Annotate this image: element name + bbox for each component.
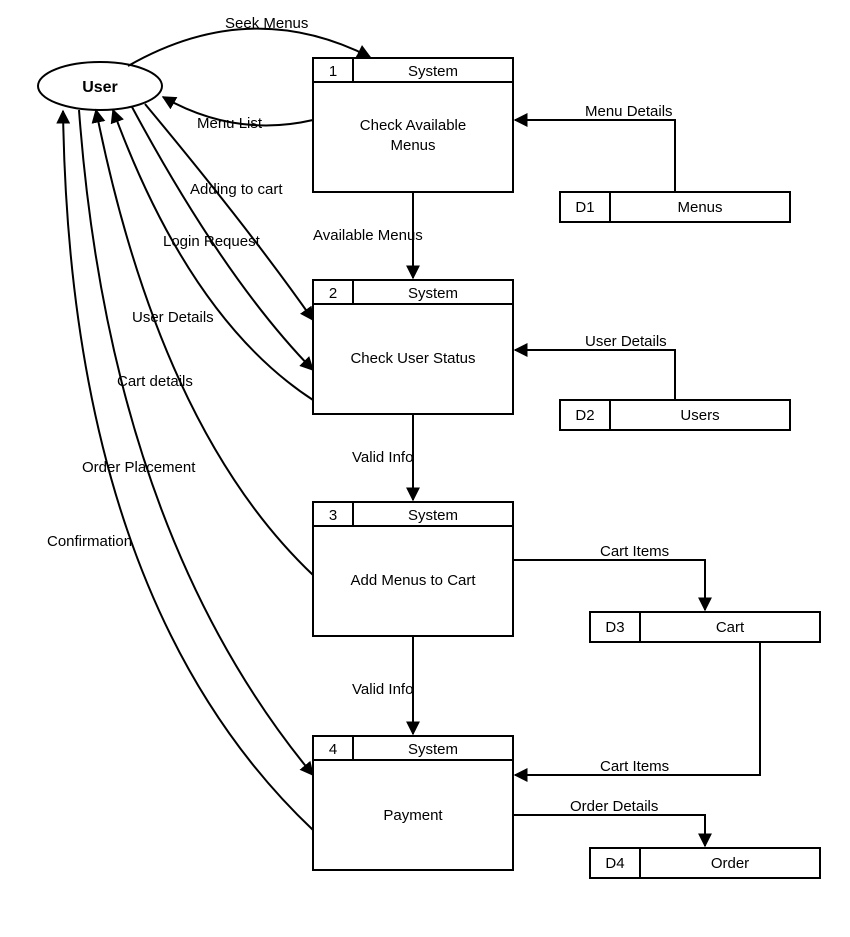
process-3-system: System [408,507,458,524]
process-4-num: 4 [329,741,337,758]
entity-user-label: User [82,79,118,96]
dfd-diagram: User 1 System Check Available Menus 2 Sy… [0,0,850,937]
datastore-d2-label: Users [680,407,719,424]
datastore-d2-code: D2 [575,407,594,424]
flow-valid-info-2-label: Valid Info [352,681,413,698]
process-3: 3 System Add Menus to Cart [313,502,513,636]
datastore-d2: D2 Users [560,400,790,430]
process-1: 1 System Check Available Menus [313,58,513,192]
process-2-num: 2 [329,285,337,302]
flow-cart-items-in [515,642,760,775]
process-2-label: Check User Status [350,350,475,367]
flow-cart-details-label: Cart details [117,373,193,390]
flow-order-placement [79,110,313,775]
datastore-d3: D3 Cart [590,612,820,642]
flow-user-details-out [113,110,313,400]
process-1-system: System [408,63,458,80]
flow-order-placement-label: Order Placement [82,459,196,476]
process-2: 2 System Check User Status [313,280,513,414]
datastore-d4-code: D4 [605,855,624,872]
flow-login-request-label: Login Request [163,233,261,250]
datastore-d1: D1 Menus [560,192,790,222]
flow-valid-info-1-label: Valid Info [352,449,413,466]
process-3-num: 3 [329,507,337,524]
flow-order-details-label: Order Details [570,798,658,815]
flow-adding-to-cart [145,104,313,320]
datastore-d1-label: Menus [677,199,722,216]
flow-seek-menus-label: Seek Menus [225,15,308,32]
flow-menu-list-label: Menu List [197,115,263,132]
process-2-system: System [408,285,458,302]
process-4-system: System [408,741,458,758]
flow-cart-items-out-label: Cart Items [600,543,669,560]
flow-order-details [513,815,705,846]
process-1-label-line2: Menus [390,137,435,154]
flow-cart-details [96,110,313,575]
process-3-label: Add Menus to Cart [350,572,476,589]
datastore-d4: D4 Order [590,848,820,878]
flow-cart-items-in-label: Cart Items [600,758,669,775]
process-4-label: Payment [383,807,443,824]
process-1-num: 1 [329,63,337,80]
flow-adding-to-cart-label: Adding to cart [190,181,283,198]
flow-menu-details [515,120,675,192]
flow-user-details-in [515,350,675,400]
datastore-d3-label: Cart [716,619,745,636]
flow-user-details-in-label: User Details [585,333,667,350]
datastore-d3-code: D3 [605,619,624,636]
flow-menu-details-label: Menu Details [585,103,673,120]
flow-confirmation-label: Confirmation [47,533,132,550]
datastore-d4-label: Order [711,855,749,872]
process-1-label-line1: Check Available [360,117,466,134]
flow-user-details-out-label: User Details [132,309,214,326]
process-4: 4 System Payment [313,736,513,870]
datastore-d1-code: D1 [575,199,594,216]
entity-user: User [38,62,162,110]
flow-available-menus-label: Available Menus [313,227,423,244]
flow-cart-items-out [513,560,705,610]
